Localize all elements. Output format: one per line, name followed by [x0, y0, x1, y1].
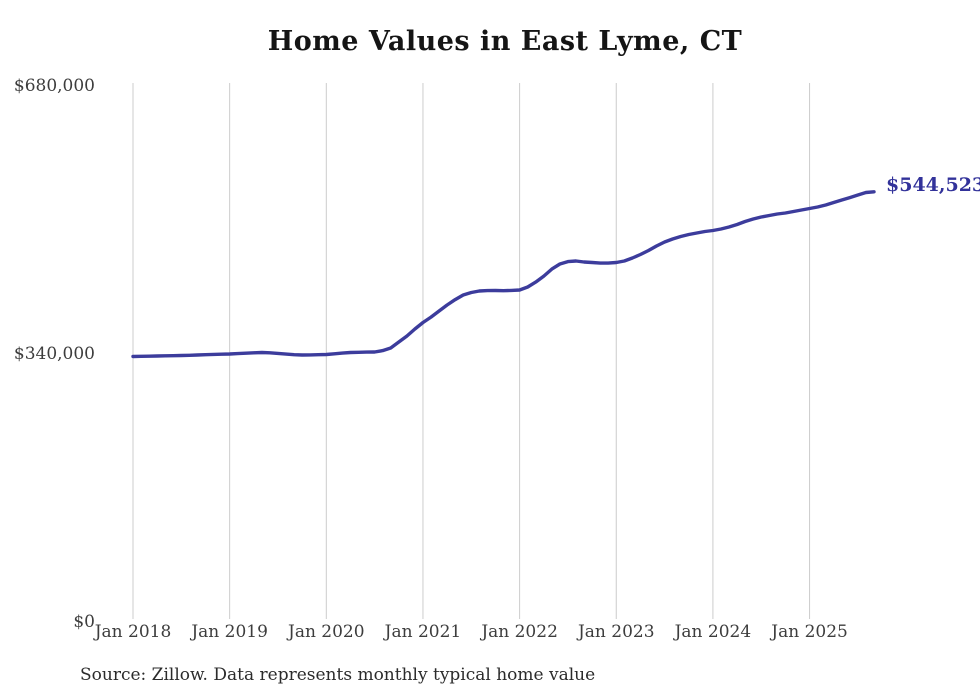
source-note: Source: Zillow. Data represents monthly … [80, 665, 596, 685]
y-tick-label: $0 [73, 612, 95, 632]
home-value-line [131, 190, 876, 359]
x-tick-label: Jan 2023 [576, 622, 655, 642]
x-tick-label: Jan 2024 [673, 622, 752, 642]
chart-title: Home Values in East Lyme, CT [267, 26, 743, 57]
x-tick-label: Jan 2020 [286, 622, 365, 642]
x-tick-label: Jan 2019 [189, 622, 268, 642]
current-value-label: $544,523 [886, 174, 980, 196]
y-tick-label: $680,000 [14, 76, 95, 96]
x-tick-label: Jan 2018 [93, 622, 172, 642]
x-tick-label: Jan 2022 [479, 622, 558, 642]
x-tick-label: Jan 2021 [383, 622, 462, 642]
y-tick-label: $340,000 [14, 344, 95, 364]
x-tick-label: Jan 2025 [769, 622, 848, 642]
